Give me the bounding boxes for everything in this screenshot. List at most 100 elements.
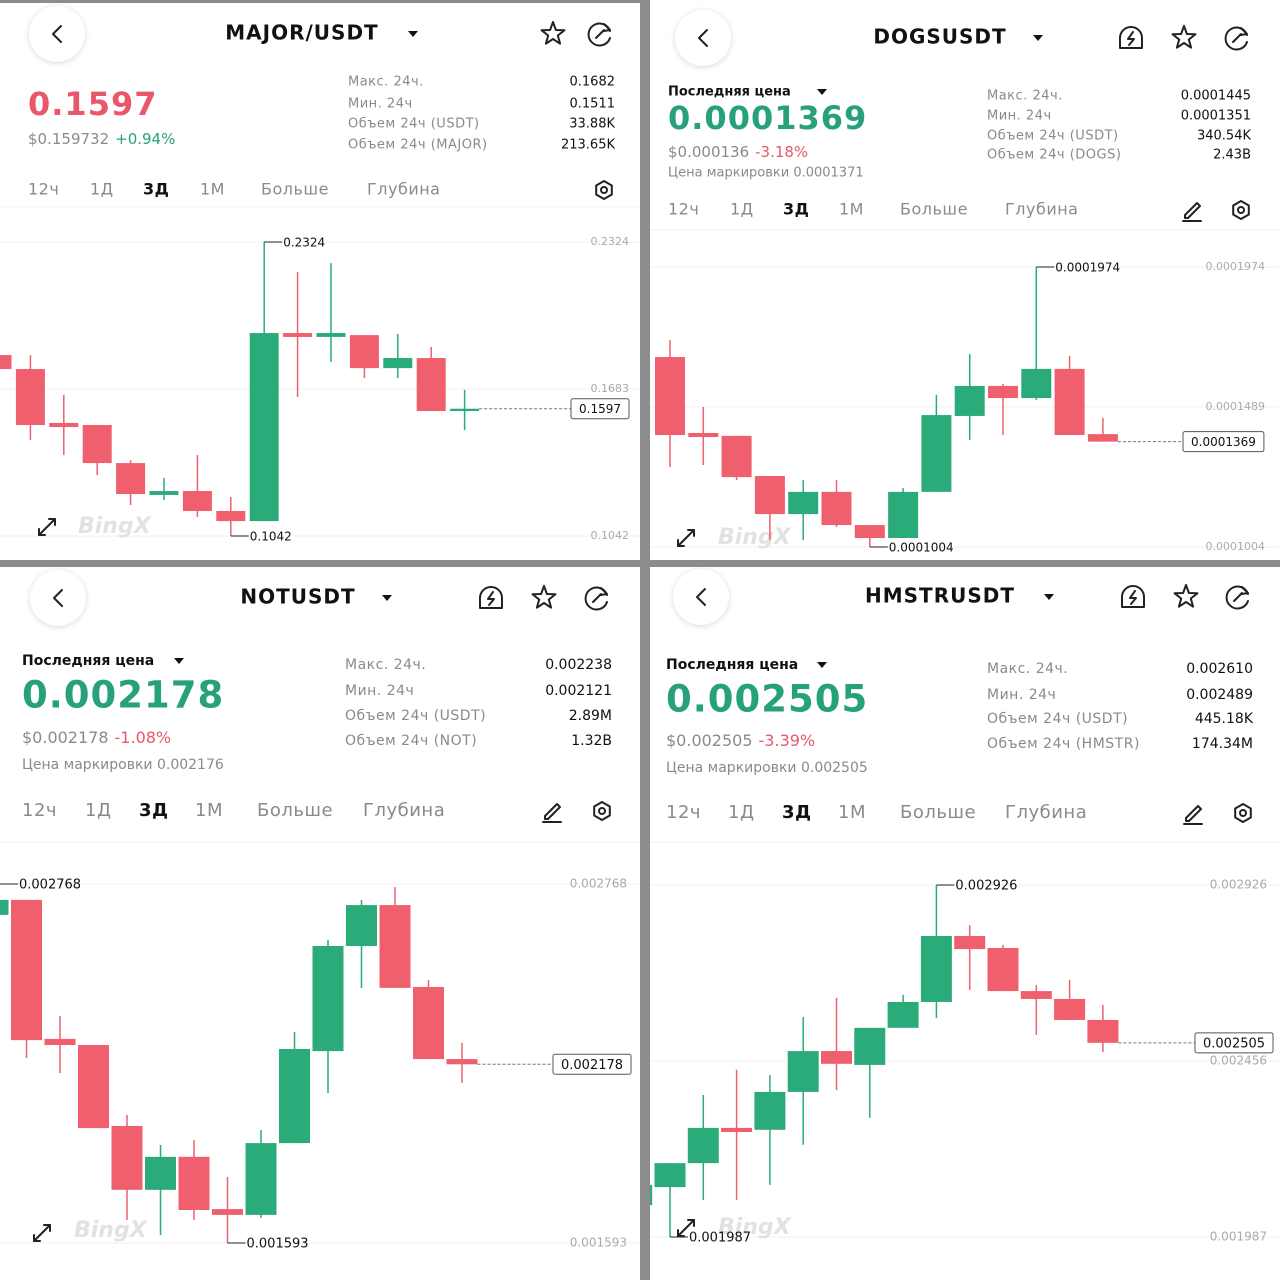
stat-label: Макс. 24ч. [987, 89, 1063, 104]
bell-icon [1121, 585, 1145, 608]
last-price-label: 0.0001369 [1191, 435, 1256, 449]
pencil-button[interactable] [1182, 202, 1202, 222]
eye-icon [595, 180, 613, 200]
panel-background [0, 0, 640, 562]
usd-price: $0.000136 [668, 143, 749, 161]
candle-body [654, 1163, 686, 1188]
timeframe-tab[interactable]: 12ч [28, 180, 59, 199]
usd-line: $0.002505 -3.39% [666, 731, 815, 750]
refresh-button[interactable] [587, 22, 611, 47]
timeframe-tab[interactable]: 1Д [90, 180, 114, 199]
back-button[interactable] [30, 570, 86, 626]
timeframe-tab[interactable]: 12ч [666, 802, 701, 823]
candle-body [379, 905, 411, 988]
candle-body [383, 358, 413, 369]
eye-button[interactable] [1234, 803, 1252, 823]
eye-button[interactable] [1232, 200, 1250, 220]
timeframe-tab[interactable]: 1М [839, 200, 864, 219]
star-button[interactable] [1171, 25, 1197, 49]
timeframe-tab[interactable]: Глубина [1005, 802, 1087, 823]
timeframe-tab[interactable]: 3Д [782, 802, 812, 823]
candle-body [82, 425, 112, 464]
timeframe-tab[interactable]: 1Д [728, 802, 755, 823]
timeframe-tab[interactable]: Глубина [1005, 200, 1078, 219]
expand-button[interactable] [38, 518, 56, 536]
candles [655, 267, 1118, 547]
candle-body [145, 1156, 176, 1190]
last-price-label[interactable]: Последняя цена [22, 653, 154, 669]
last-price-box [1182, 431, 1265, 453]
pencil-button[interactable] [1183, 805, 1203, 825]
timeframe-tab[interactable]: 3Д [783, 200, 809, 219]
dropdown-caret[interactable] [174, 658, 184, 664]
timeframe-tab[interactable]: 1М [200, 180, 225, 199]
timeframe-tab[interactable]: 12ч [22, 800, 57, 821]
stat-value: 174.34M [1192, 736, 1253, 752]
candle-body [821, 491, 852, 526]
expand-icon [38, 518, 56, 536]
timeframe-tab[interactable]: Больше [900, 200, 968, 219]
pencil-icon [1185, 805, 1202, 822]
timeframe-tab[interactable]: Глубина [363, 800, 445, 821]
candle-body [655, 357, 685, 435]
last-price-label: 0.002505 [1203, 1036, 1265, 1051]
dropdown-caret[interactable] [1044, 594, 1054, 600]
back-arrow [52, 25, 62, 43]
dropdown-caret[interactable] [817, 662, 827, 668]
last-price-label[interactable]: Последняя цена [666, 657, 798, 673]
timeframe-tab[interactable]: 1М [838, 802, 866, 823]
timeframe-tab[interactable]: 1М [195, 800, 223, 821]
back-button[interactable] [675, 10, 731, 66]
last-price-label[interactable]: Последняя цена [668, 85, 791, 100]
stat-label: Объем 24ч (DOGS) [987, 148, 1121, 163]
candle-body [754, 475, 785, 515]
expand-button[interactable] [677, 1219, 695, 1237]
timeframe-tab[interactable]: Глубина [367, 180, 440, 199]
pair-title[interactable]: HMSTRUSDT [865, 584, 1015, 608]
back-circle [29, 6, 85, 62]
bell-button[interactable] [1119, 26, 1143, 49]
timeframe-tab[interactable]: 1Д [730, 200, 754, 219]
refresh-button[interactable] [1224, 26, 1248, 51]
timeframe-tab[interactable]: 3Д [143, 180, 169, 199]
candle-body [149, 491, 179, 495]
timeframe-tab[interactable]: Больше [900, 802, 976, 823]
bell-button[interactable] [479, 586, 503, 609]
last-price-box [570, 398, 630, 420]
dropdown-caret[interactable] [817, 89, 827, 95]
pair-title[interactable]: DOGSUSDT [873, 25, 1006, 49]
refresh-button[interactable] [1225, 585, 1249, 610]
candle-body [854, 1027, 886, 1065]
pencil-button[interactable] [542, 803, 562, 823]
star-button[interactable] [531, 585, 557, 609]
candle-body [182, 491, 212, 512]
dropdown-caret[interactable] [382, 595, 392, 601]
timeframe-tab[interactable]: Больше [257, 800, 333, 821]
bell-button[interactable] [1121, 585, 1145, 608]
star-button[interactable] [1173, 584, 1199, 608]
dropdown-caret[interactable] [408, 31, 418, 37]
refresh-button[interactable] [584, 586, 608, 611]
eye-button[interactable] [593, 801, 611, 821]
back-button[interactable] [29, 6, 85, 62]
high-label: 0.0001974 [1055, 261, 1120, 275]
pair-title[interactable]: NOTUSDT [240, 585, 355, 609]
timeframe-tab[interactable]: 3Д [139, 800, 169, 821]
eye-icon [593, 801, 611, 821]
usd-price: $0.159732 [28, 130, 109, 148]
timeframe-tab[interactable]: 1Д [85, 800, 112, 821]
expand-button[interactable] [677, 529, 695, 547]
eye-button[interactable] [595, 180, 613, 200]
star-button[interactable] [540, 21, 566, 45]
timeframe-tab[interactable]: 12ч [668, 200, 699, 219]
candles [0, 242, 480, 536]
dropdown-caret[interactable] [1033, 35, 1043, 41]
back-button[interactable] [673, 569, 729, 625]
refresh-icon [600, 587, 608, 596]
star-icon [1173, 584, 1199, 608]
timeframe-tab[interactable]: Больше [261, 180, 329, 199]
mark-price: Цена маркировки 0.002176 [22, 757, 224, 773]
expand-button[interactable] [33, 1224, 51, 1242]
expand-icon [677, 529, 695, 547]
pair-title[interactable]: MAJOR/USDT [225, 21, 378, 45]
